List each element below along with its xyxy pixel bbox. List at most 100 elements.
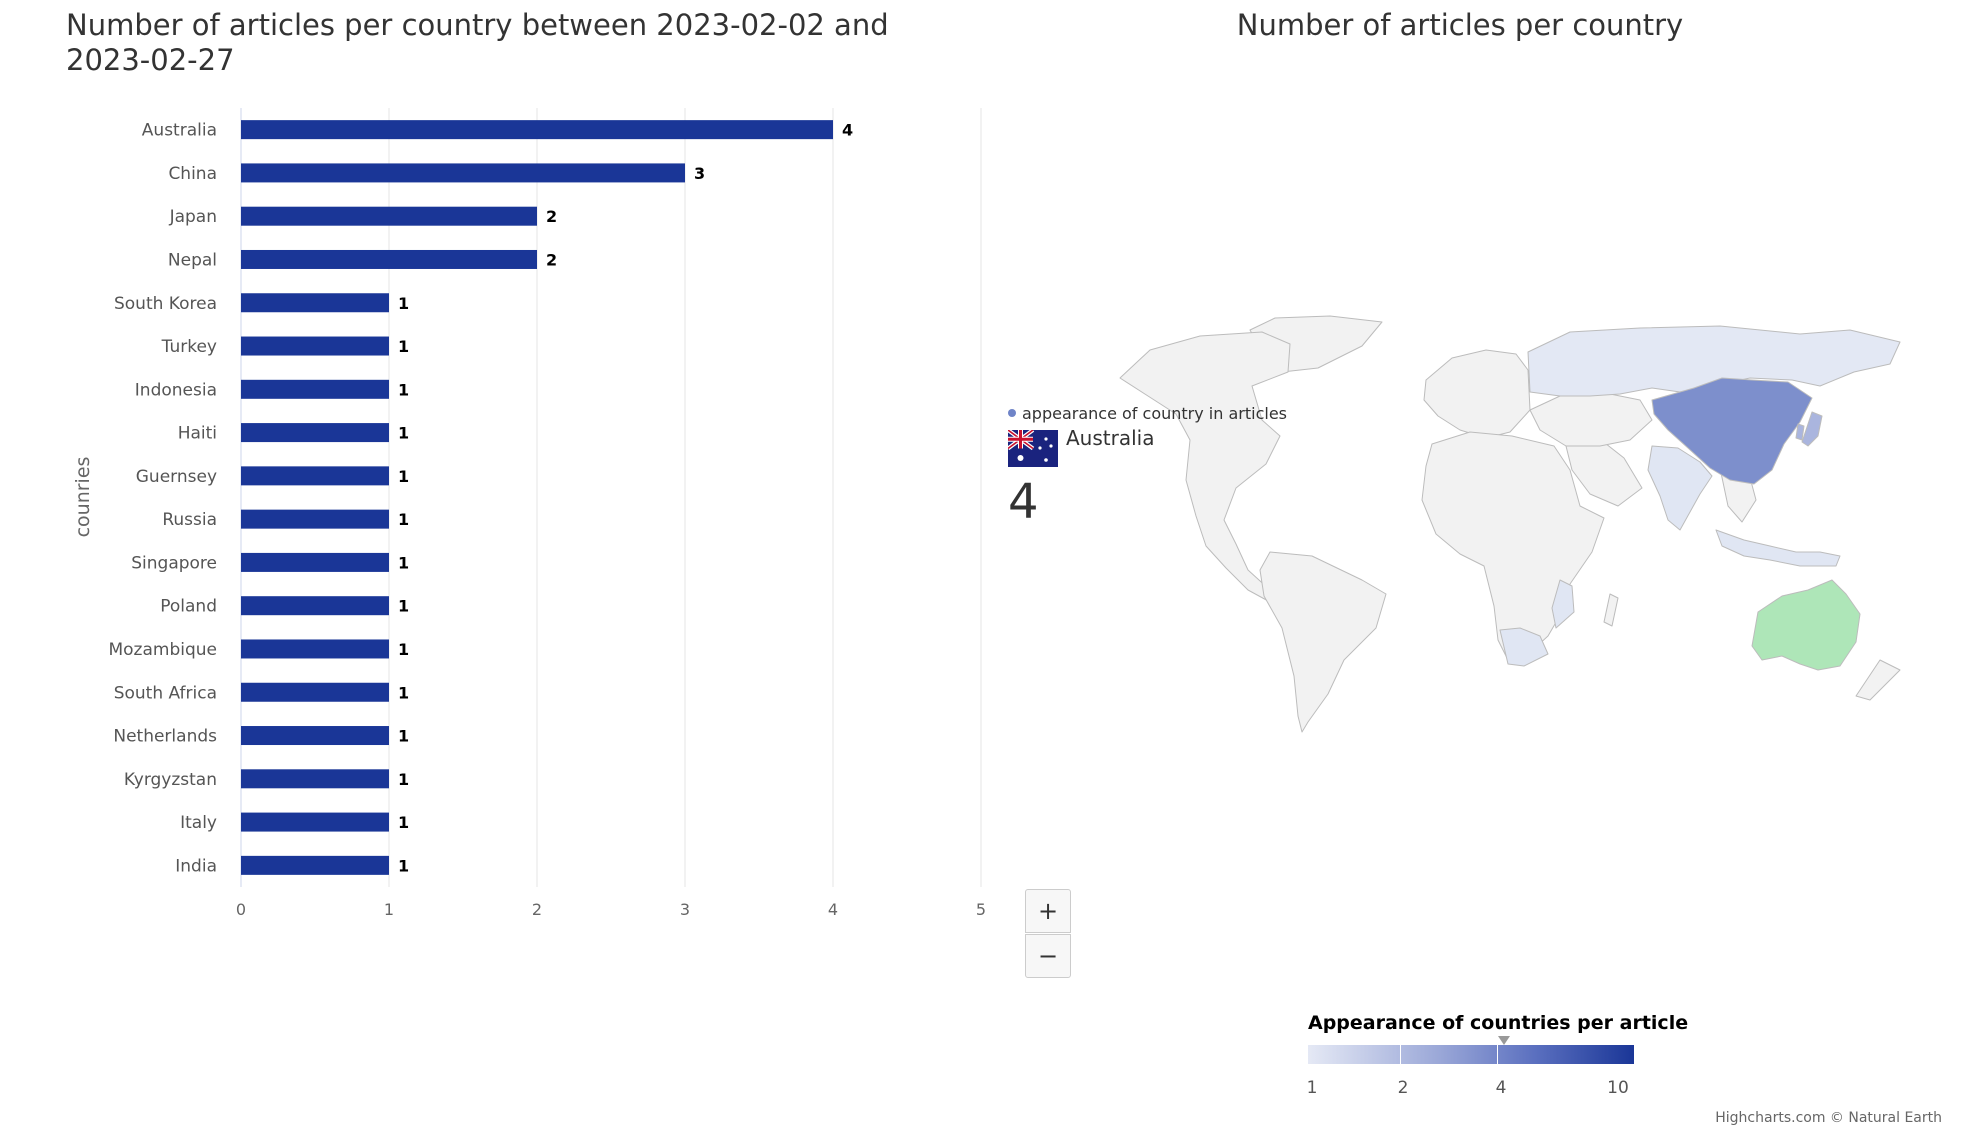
- category-label: Poland: [160, 597, 217, 617]
- x-tick-label: 3: [680, 900, 690, 919]
- map-country-russia[interactable]: [1527, 325, 1901, 397]
- category-label: Australia: [142, 121, 217, 141]
- zoom-out-button[interactable]: −: [1025, 934, 1071, 978]
- x-tick-label: 2: [532, 900, 542, 919]
- bar-chart-category-labels: Australia China Japan Nepal South Korea Turke…: [108, 121, 217, 877]
- category-label: Netherlands: [113, 727, 217, 747]
- category-label: Guernsey: [136, 467, 217, 487]
- legend-tick-label: 1: [1306, 1078, 1318, 1098]
- map-region-europe[interactable]: [1423, 349, 1531, 439]
- bar-data-label: 1: [398, 380, 409, 399]
- series-dot-icon: [1008, 408, 1016, 417]
- category-label: Kyrgyzstan: [124, 770, 217, 790]
- bar-data-label: 3: [694, 164, 705, 183]
- category-label: Russia: [162, 510, 217, 530]
- legend-tick-label: 2: [1397, 1078, 1409, 1098]
- bar[interactable]: [241, 855, 389, 875]
- bar-data-label: 1: [398, 640, 409, 659]
- tooltip-series-name: appearance of country in articles: [1008, 404, 1287, 423]
- bar-chart-x-ticks: 0 1 2 3 4 5: [236, 900, 986, 919]
- tooltip-value: 4: [1008, 474, 1039, 530]
- bar[interactable]: [241, 336, 389, 356]
- category-label: South Korea: [114, 294, 217, 314]
- bar[interactable]: [241, 596, 389, 616]
- bar[interactable]: [241, 769, 389, 789]
- x-tick-label: 1: [384, 900, 394, 919]
- bar[interactable]: [241, 552, 389, 572]
- bar-data-label: 1: [398, 727, 409, 746]
- category-label: Mozambique: [108, 640, 217, 660]
- map-region-madagascar[interactable]: [1603, 593, 1619, 627]
- map-country-australia[interactable]: [1751, 579, 1861, 671]
- bar-data-label: 2: [546, 250, 557, 269]
- bar-data-label: 1: [398, 510, 409, 529]
- credits-link[interactable]: Highcharts.com © Natural Earth: [1715, 1110, 1942, 1126]
- map-region-central-asia[interactable]: [1529, 391, 1653, 447]
- map-country-japan[interactable]: [1801, 411, 1823, 447]
- category-label: Italy: [180, 813, 217, 833]
- color-legend-gradient: [1308, 1045, 1634, 1064]
- bar-data-label: 2: [546, 207, 557, 226]
- color-legend-title: Appearance of countries per article: [1308, 1012, 1689, 1034]
- bar[interactable]: [241, 466, 389, 486]
- tooltip-country-name: Australia: [1066, 426, 1155, 450]
- bar-data-label: 1: [398, 683, 409, 702]
- bar-data-label: 1: [398, 294, 409, 313]
- category-label: Singapore: [131, 553, 217, 573]
- bar-data-label: 1: [398, 424, 409, 443]
- australia-flag-icon: [1008, 430, 1058, 467]
- bar[interactable]: [241, 423, 389, 443]
- map-country-india[interactable]: [1647, 445, 1713, 531]
- bar-data-label: 1: [398, 597, 409, 616]
- map-region-south-america[interactable]: [1259, 551, 1387, 733]
- y-axis-title: counries: [72, 457, 94, 538]
- bar-data-label: 1: [398, 813, 409, 832]
- category-label: Nepal: [168, 250, 217, 270]
- legend-tick-label: 10: [1607, 1078, 1629, 1098]
- bar[interactable]: [241, 206, 537, 226]
- bar-data-label: 1: [398, 337, 409, 356]
- map-chart-title: Number of articles per country: [1236, 8, 1684, 42]
- map-region-new-zealand[interactable]: [1855, 659, 1901, 701]
- category-label: Turkey: [161, 337, 217, 357]
- map-country-mozambique[interactable]: [1551, 579, 1575, 629]
- bar[interactable]: [241, 726, 389, 746]
- bar-data-label: 1: [398, 856, 409, 875]
- bar[interactable]: [241, 812, 389, 832]
- x-tick-label: 4: [828, 900, 838, 919]
- map-region-north-america[interactable]: [1119, 331, 1305, 615]
- map-country-china[interactable]: [1651, 377, 1813, 485]
- map-country-south-africa[interactable]: [1499, 627, 1549, 667]
- legend-value-marker-icon: [1498, 1036, 1510, 1045]
- bar[interactable]: [241, 120, 833, 140]
- map-country-indonesia[interactable]: [1715, 529, 1841, 567]
- bar[interactable]: [241, 509, 389, 529]
- bar-chart-gridlines: [240, 108, 982, 887]
- category-label: Japan: [169, 207, 217, 227]
- bar-data-label: 1: [398, 553, 409, 572]
- bar[interactable]: [241, 682, 389, 702]
- category-label: China: [168, 164, 217, 184]
- bar[interactable]: [241, 379, 389, 399]
- category-label: Indonesia: [135, 380, 217, 400]
- bar[interactable]: [241, 639, 389, 659]
- x-tick-label: 5: [976, 900, 986, 919]
- category-label: Haiti: [178, 424, 217, 444]
- bar[interactable]: [241, 293, 389, 313]
- zoom-in-button[interactable]: +: [1025, 889, 1071, 933]
- bar-chart-bars: 4 3 2 2 1 1 1 1 1 1 1 1 1 1 1 1 1 1: [241, 120, 853, 875]
- legend-divider: [1497, 1045, 1498, 1064]
- bar[interactable]: [241, 249, 537, 269]
- category-label: South Africa: [114, 683, 217, 703]
- bar-data-label: 4: [842, 121, 853, 140]
- bar[interactable]: [241, 163, 685, 183]
- bar-data-label: 1: [398, 467, 409, 486]
- map-country-south-korea[interactable]: [1795, 423, 1805, 441]
- legend-tick-label: 4: [1495, 1078, 1507, 1098]
- tooltip-series-label: appearance of country in articles: [1022, 404, 1287, 423]
- legend-divider: [1400, 1045, 1401, 1064]
- bar-data-label: 1: [398, 770, 409, 789]
